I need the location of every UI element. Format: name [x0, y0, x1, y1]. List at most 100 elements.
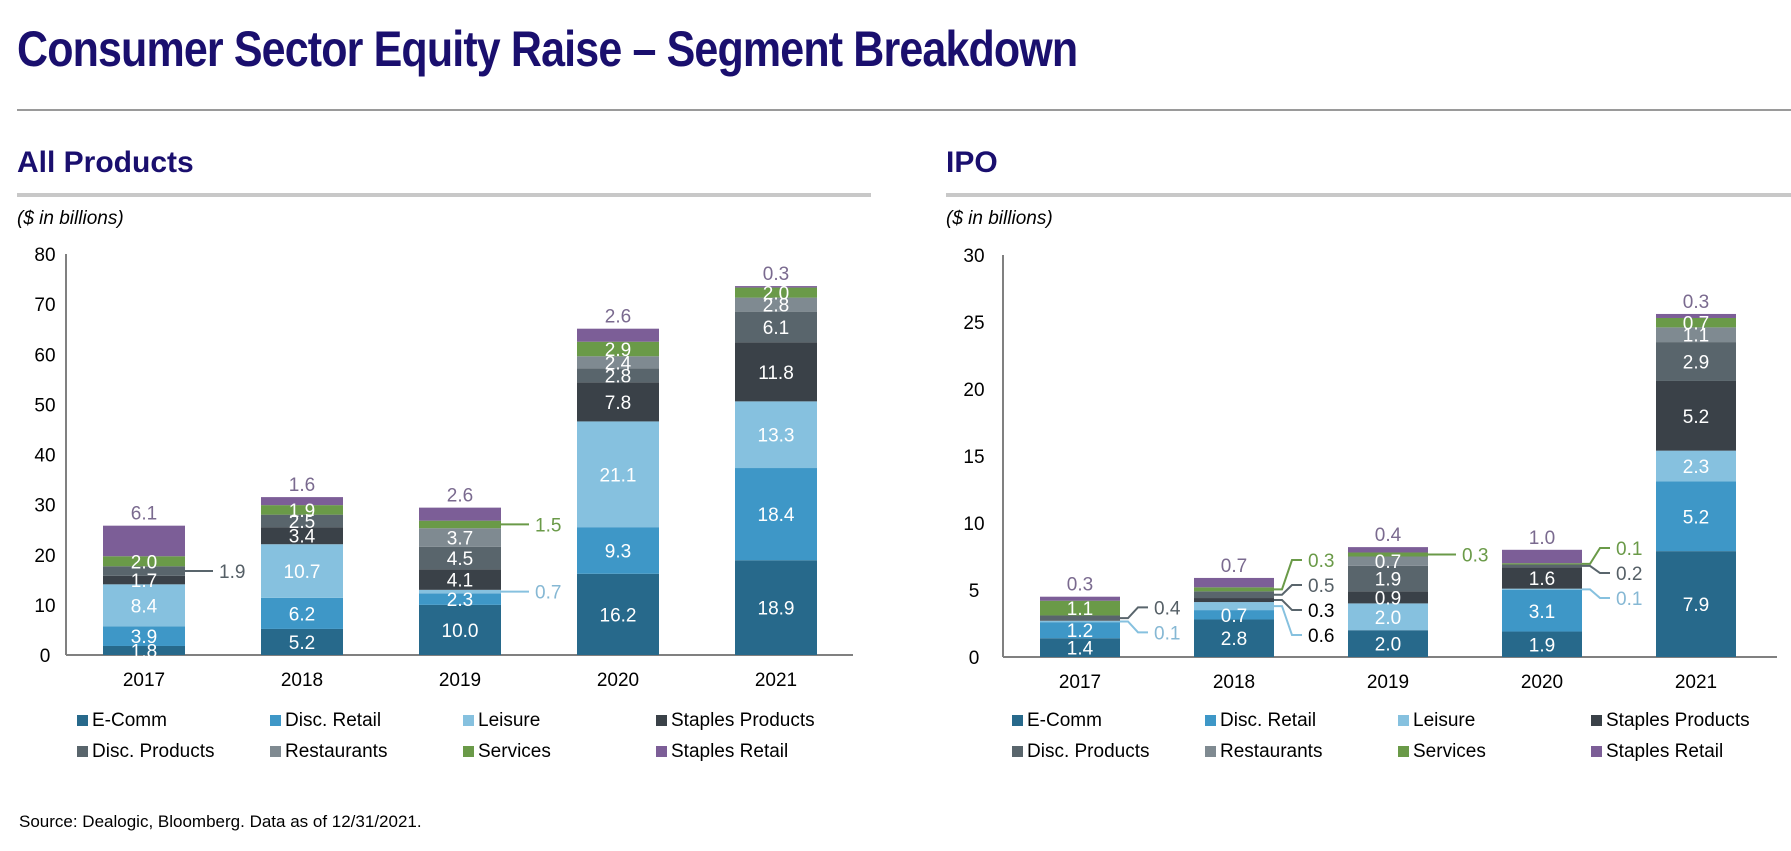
data-label: 18.4	[758, 505, 795, 526]
bar-segment-disc-products	[1040, 615, 1120, 621]
bar-segment-leisure	[103, 584, 185, 627]
bar-segment-leisure	[735, 401, 817, 469]
bar-segment-leisure	[1348, 603, 1428, 631]
callout-leader-line	[1582, 564, 1610, 575]
data-label: 1.9	[1529, 635, 1555, 656]
bar-segment-staples-products	[103, 575, 185, 585]
data-label: 2.0	[763, 284, 789, 305]
legend-swatch-icon	[1205, 746, 1216, 757]
all-products-chart: 010203040506070801.83.98.41.72.06.11.920…	[34, 245, 853, 691]
data-label: 5.2	[1683, 507, 1709, 528]
data-label: 13.3	[758, 426, 795, 447]
legend-item: Leisure	[463, 708, 656, 733]
bar-segment-disc-retail	[1502, 590, 1582, 632]
legend-swatch-icon	[1591, 746, 1602, 757]
legend-item: Leisure	[1398, 708, 1591, 733]
data-label: 0.3	[763, 264, 789, 285]
bar-segment-disc-products	[1194, 591, 1274, 599]
title-divider	[17, 109, 1791, 111]
bar-segment-staples-retail	[1040, 596, 1120, 601]
legend-item: Staples Products	[1591, 708, 1784, 733]
panel-divider	[946, 193, 1791, 197]
bar-segment-e-comm	[1194, 619, 1274, 657]
bar-segment-e-comm	[1656, 551, 1736, 657]
data-label: 1.0	[1529, 528, 1555, 549]
x-tick-label: 2017	[123, 670, 165, 691]
data-label: 6.1	[763, 318, 789, 339]
bar-segment-staples-retail	[261, 497, 343, 506]
data-label: 2.3	[447, 590, 473, 611]
x-tick-label: 2019	[1367, 672, 1409, 693]
data-label: 3.9	[131, 627, 157, 648]
data-label: 3.1	[1529, 602, 1555, 623]
bar-segment-disc-products	[735, 311, 817, 343]
legend-item: Restaurants	[1205, 739, 1398, 764]
bar-segment-disc-products	[1348, 565, 1428, 592]
bar-segment-e-comm	[1348, 630, 1428, 657]
data-label: 2.0	[131, 552, 157, 573]
data-label: 4.1	[447, 571, 473, 592]
callout-leader-line	[1582, 588, 1610, 600]
callout-label: 0.1	[1616, 539, 1642, 560]
legend-item: Disc. Products	[1012, 739, 1205, 764]
bar-segment-leisure	[1656, 450, 1736, 482]
legend-swatch-icon	[656, 746, 667, 757]
bar-segment-staples-retail	[1348, 547, 1428, 553]
x-tick-label: 2021	[755, 670, 797, 691]
legend-label: Disc. Products	[1027, 740, 1150, 762]
data-label: 1.7	[131, 571, 157, 592]
bar-segment-services	[1656, 317, 1736, 328]
y-tick-label: 0	[969, 648, 980, 669]
legend-label: Restaurants	[285, 740, 388, 762]
bar-segment-disc-products	[1502, 564, 1582, 568]
callout-leader-line	[1120, 620, 1148, 634]
legend-label: Staples Retail	[1606, 740, 1724, 762]
bar-segment-services	[261, 505, 343, 515]
bar-segment-services	[1040, 600, 1120, 616]
legend-item: Staples Retail	[1591, 739, 1784, 764]
legend-item: Restaurants	[270, 739, 463, 764]
legend-swatch-icon	[77, 715, 88, 726]
data-label: 7.9	[1683, 595, 1709, 616]
units-label: ($ in billions)	[946, 208, 1053, 229]
bar-segment-services	[577, 341, 659, 357]
bar-segment-disc-products	[261, 514, 343, 528]
data-label: 1.6	[1529, 569, 1555, 590]
bar-segment-staples-products	[261, 527, 343, 545]
bar-segment-staples-retail	[735, 286, 817, 288]
callout-label: 0.7	[535, 583, 561, 604]
bar-segment-e-comm	[577, 573, 659, 655]
bar-segment-services	[1194, 587, 1274, 592]
y-tick-label: 0	[40, 646, 51, 667]
bar-segment-e-comm	[735, 560, 817, 655]
panel-divider	[17, 193, 871, 197]
data-label: 2.9	[605, 340, 631, 361]
callout-leader-line	[1120, 606, 1148, 620]
bar-segment-restaurants	[1348, 556, 1428, 566]
data-label: 2.0	[1375, 608, 1401, 629]
bar-segment-services	[1348, 552, 1428, 557]
x-tick-label: 2018	[1213, 672, 1255, 693]
data-label: 6.1	[131, 504, 157, 525]
bar-segment-leisure	[1502, 588, 1582, 590]
y-tick-label: 10	[34, 596, 55, 617]
bar-segment-e-comm	[261, 628, 343, 655]
callout-label: 0.6	[1308, 626, 1334, 647]
legend-label: Services	[478, 740, 551, 762]
bar-segment-disc-retail	[1656, 481, 1736, 552]
legend-item: Staples Retail	[656, 739, 849, 764]
source-note: Source: Dealogic, Bloomberg. Data as of …	[19, 812, 422, 831]
callout-label: 0.1	[1154, 623, 1180, 644]
x-tick-label: 2018	[281, 670, 323, 691]
data-label: 0.7	[1375, 552, 1401, 573]
bar-segment-services	[735, 287, 817, 298]
data-label: 11.8	[758, 363, 794, 384]
data-label: 2.3	[1683, 457, 1709, 478]
bar-segment-staples-retail	[1656, 313, 1736, 318]
bar-segment-restaurants	[1656, 327, 1736, 343]
data-label: 2.4	[605, 353, 632, 374]
data-label: 6.2	[289, 604, 315, 625]
bar-segment-staples-retail	[1194, 577, 1274, 588]
x-tick-label: 2021	[1675, 672, 1717, 693]
data-label: 21.1	[600, 465, 637, 486]
